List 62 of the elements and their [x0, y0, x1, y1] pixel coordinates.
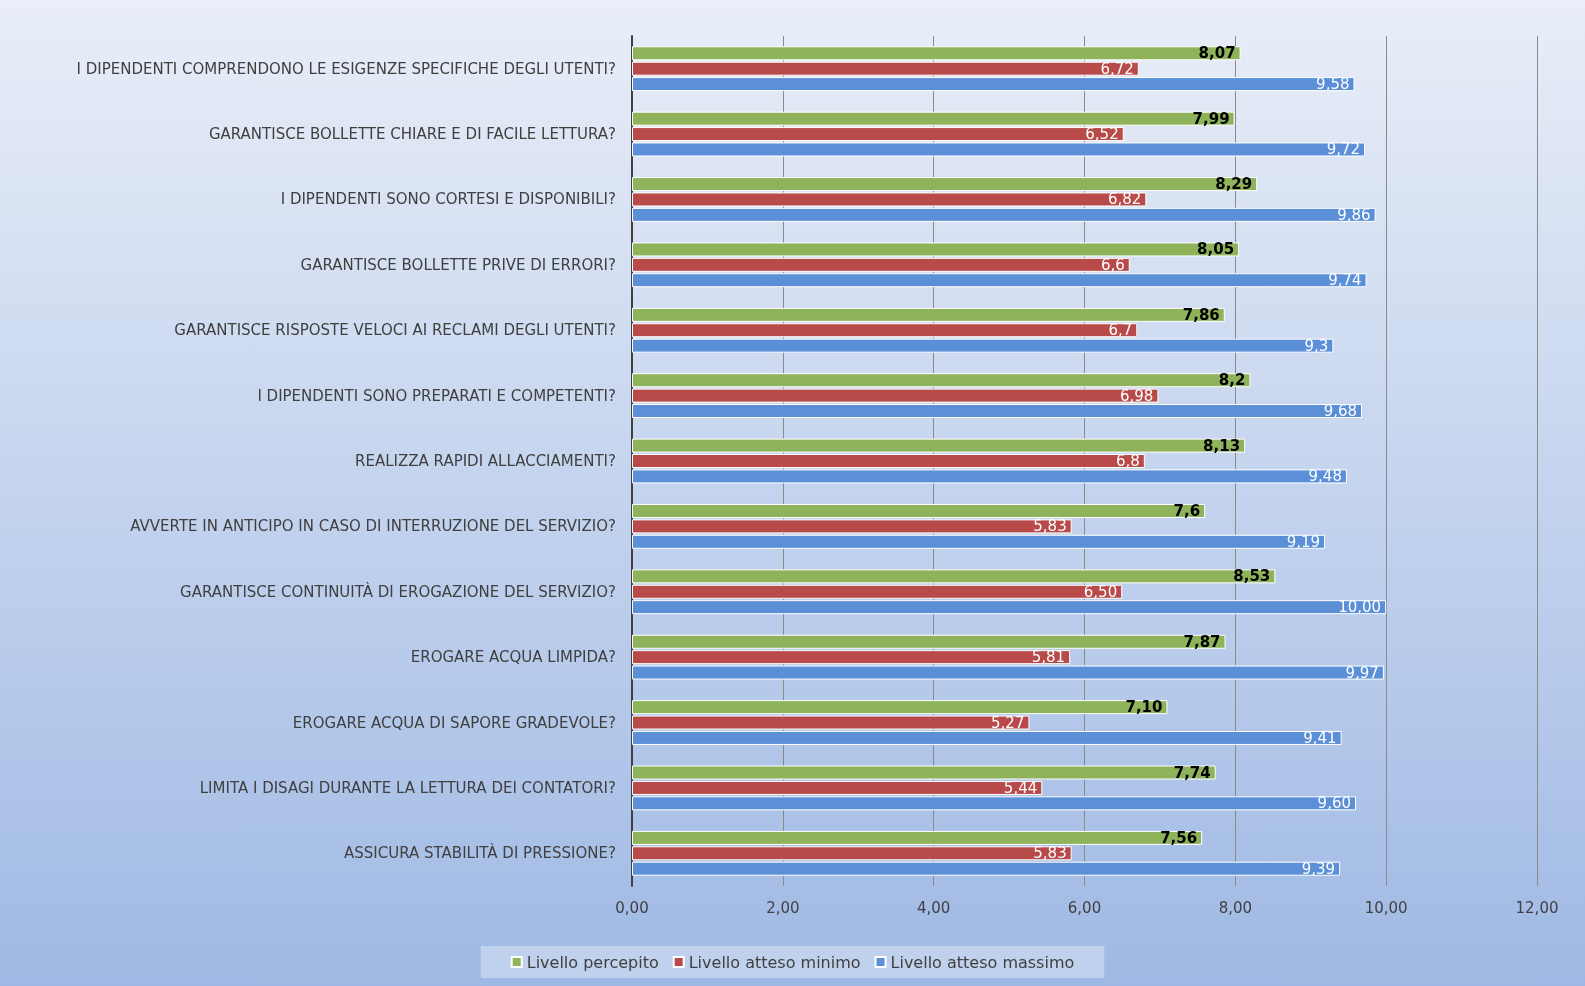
- data-label: 5,83: [1033, 517, 1067, 536]
- data-label: 9,39: [1301, 859, 1336, 878]
- data-label: 10,00: [1338, 598, 1382, 617]
- data-label: 8,05: [1197, 240, 1235, 259]
- data-label: 7,56: [1160, 828, 1198, 847]
- legend-label: Livello percepito: [526, 952, 659, 972]
- data-label: 9,41: [1303, 728, 1337, 747]
- data-label: 8,07: [1198, 44, 1236, 63]
- data-label: 9,58: [1316, 75, 1350, 94]
- data-label: 6,7: [1108, 321, 1133, 340]
- data-label: 9,19: [1286, 532, 1321, 551]
- data-label: 7,99: [1192, 109, 1230, 128]
- data-label: 6,72: [1100, 59, 1134, 78]
- data-label: 7,6: [1173, 501, 1201, 520]
- data-label: 9,74: [1328, 271, 1362, 290]
- data-label: 8,13: [1203, 436, 1241, 455]
- data-label: 9,97: [1345, 663, 1379, 682]
- x-tick-label: 4,00: [916, 898, 951, 917]
- data-label: 5,81: [1031, 648, 1066, 667]
- data-label: 5,27: [991, 713, 1025, 732]
- y-tick-label: I DIPENDENTI SONO PREPARATI E COMPETENTI?: [257, 386, 616, 405]
- data-label: 8,2: [1218, 371, 1246, 390]
- x-tick-label: 12,00: [1515, 898, 1559, 917]
- data-label: 5,83: [1033, 844, 1067, 863]
- data-label: 8,53: [1233, 567, 1271, 586]
- data-label: 6,50: [1083, 582, 1118, 601]
- data-label: 7,87: [1183, 632, 1221, 651]
- data-label: 7,74: [1173, 763, 1211, 782]
- data-label: 6,6: [1100, 255, 1125, 274]
- x-tick-label: 0,00: [615, 898, 649, 917]
- data-label: 9,48: [1308, 467, 1342, 486]
- y-tick-label: GARANTISCE RISPOSTE VELOCI AI RECLAMI DEGLI UTENTI?: [174, 321, 616, 340]
- bar: [632, 861, 1341, 876]
- data-label: 9,72: [1326, 140, 1361, 159]
- y-tick-label: EROGARE ACQUA LIMPIDA?: [410, 648, 616, 667]
- x-tick-label: 2,00: [766, 898, 800, 917]
- y-tick-label: GARANTISCE BOLLETTE CHIARE E DI FACILE LETTURA?: [208, 125, 616, 144]
- y-tick-label: LIMITA I DISAGI DURANTE LA LETTURA DEI CONTATORI?: [199, 778, 616, 797]
- data-label: 8,29: [1215, 175, 1253, 194]
- bar: [632, 46, 1241, 61]
- y-tick-label: AVVERTE IN ANTICIPO IN CASO DI INTERRUZIONE DEL SERVIZIO?: [130, 517, 616, 536]
- data-label: 9,60: [1317, 794, 1351, 813]
- data-label: 7,86: [1182, 305, 1220, 324]
- data-label: 9,3: [1304, 336, 1329, 355]
- x-tick-label: 10,00: [1364, 898, 1408, 917]
- data-label: 9,86: [1337, 205, 1371, 224]
- data-label: 7,10: [1125, 698, 1163, 717]
- y-tick-label: ASSICURA STABILITÀ DI PRESSIONE?: [344, 843, 616, 863]
- legend-label: Livello atteso massimo: [890, 952, 1075, 972]
- x-tick-label: 8,00: [1218, 898, 1253, 917]
- data-label: 6,52: [1085, 125, 1119, 144]
- data-label: 5,44: [1003, 778, 1038, 797]
- y-tick-label: GARANTISCE CONTINUITÀ DI EROGAZIONE DEL SERVIZIO?: [180, 581, 616, 601]
- y-tick-label: I DIPENDENTI COMPRENDONO LE ESIGENZE SPECIFICHE DEGLI UTENTI?: [76, 59, 616, 78]
- data-label: 6,98: [1120, 386, 1154, 405]
- y-tick-label: GARANTISCE BOLLETTE PRIVE DI ERRORI?: [300, 255, 616, 274]
- data-label: 6,82: [1107, 190, 1142, 209]
- legend-label: Livello atteso minimo: [688, 952, 861, 972]
- y-tick-label: REALIZZA RAPIDI ALLACCIAMENTI?: [355, 452, 616, 470]
- y-tick-label: EROGARE ACQUA DI SAPORE GRADEVOLE?: [292, 713, 616, 732]
- y-tick-label: I DIPENDENTI SONO CORTESI E DISPONIBILI?: [280, 190, 616, 209]
- x-tick-label: 6,00: [1067, 898, 1102, 917]
